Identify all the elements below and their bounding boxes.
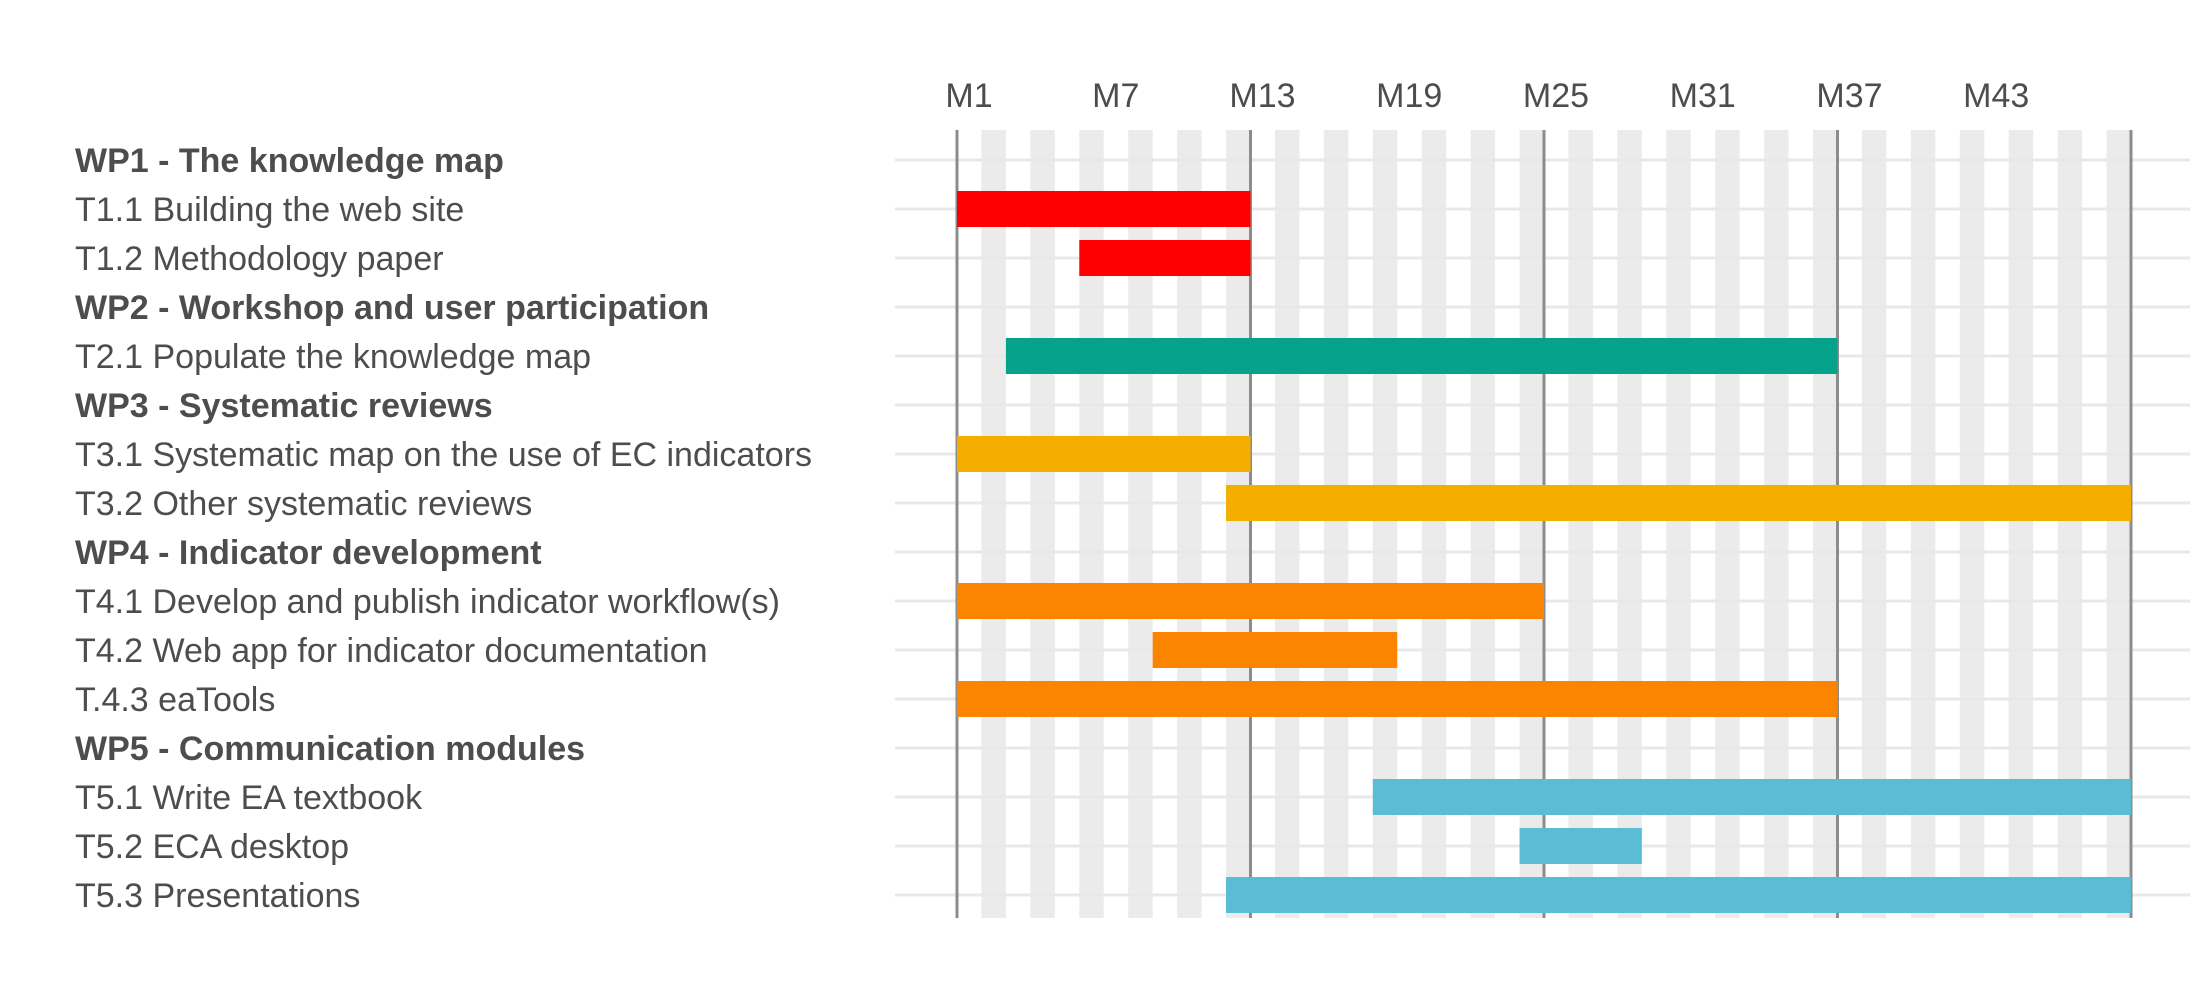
task-label: T4.1 Develop and publish indicator workf… — [75, 583, 780, 621]
task-label: T3.2 Other systematic reviews — [75, 485, 532, 523]
task-bar — [1226, 877, 2131, 913]
task-bar — [957, 191, 1251, 227]
task-bar — [1519, 828, 1642, 864]
task-bar — [1005, 338, 1838, 374]
work-package-label: WP4 - Indicator development — [75, 534, 542, 572]
work-package-label: WP2 - Workshop and user participation — [75, 289, 709, 327]
task-label: T5.2 ECA desktop — [75, 828, 349, 866]
task-bar — [957, 436, 1251, 472]
task-bar — [957, 583, 1544, 619]
task-bar — [957, 681, 1838, 717]
task-bars-layer — [957, 191, 2131, 913]
task-bar — [1372, 779, 2131, 815]
task-label: T5.3 Presentations — [75, 877, 360, 915]
task-bar — [1079, 240, 1251, 276]
row-labels-layer: WP1 - The knowledge map T1.1 Building the… — [75, 142, 812, 915]
x-tick-label: M31 — [1670, 77, 1736, 115]
x-tick-label: M43 — [1963, 77, 2029, 115]
task-label: T5.1 Write EA textbook — [75, 779, 423, 817]
task-label: T1.2 Methodology paper — [75, 240, 444, 278]
month-shade-band — [1323, 130, 1349, 918]
x-tick-label: M7 — [1092, 77, 1139, 115]
x-tick-label: M37 — [1816, 77, 1882, 115]
month-shade-band — [981, 130, 1006, 918]
task-label: T3.1 Systematic map on the use of EC ind… — [75, 436, 812, 474]
work-package-label: WP3 - Systematic reviews — [75, 387, 493, 425]
work-package-label: WP5 - Communication modules — [75, 730, 585, 768]
task-bar — [1226, 485, 2131, 521]
x-tick-label: M25 — [1523, 77, 1589, 115]
x-tick-label: M1 — [945, 77, 992, 115]
work-package-label: WP1 - The knowledge map — [75, 142, 504, 180]
task-bar — [1152, 632, 1398, 668]
month-shade-band — [1274, 130, 1300, 918]
month-shade-band — [1030, 130, 1055, 918]
task-label: T1.1 Building the web site — [75, 191, 464, 229]
task-label: T.4.3 eaTools — [75, 681, 275, 719]
x-tick-label: M13 — [1229, 77, 1295, 115]
task-label: T2.1 Populate the knowledge map — [75, 338, 591, 376]
x-tick-labels-layer: M1 M7 M13 M19 M25 M31 M37 M43 — [945, 77, 2029, 115]
task-label: T4.2 Web app for indicator documentation — [75, 632, 708, 670]
x-tick-label: M19 — [1376, 77, 1442, 115]
